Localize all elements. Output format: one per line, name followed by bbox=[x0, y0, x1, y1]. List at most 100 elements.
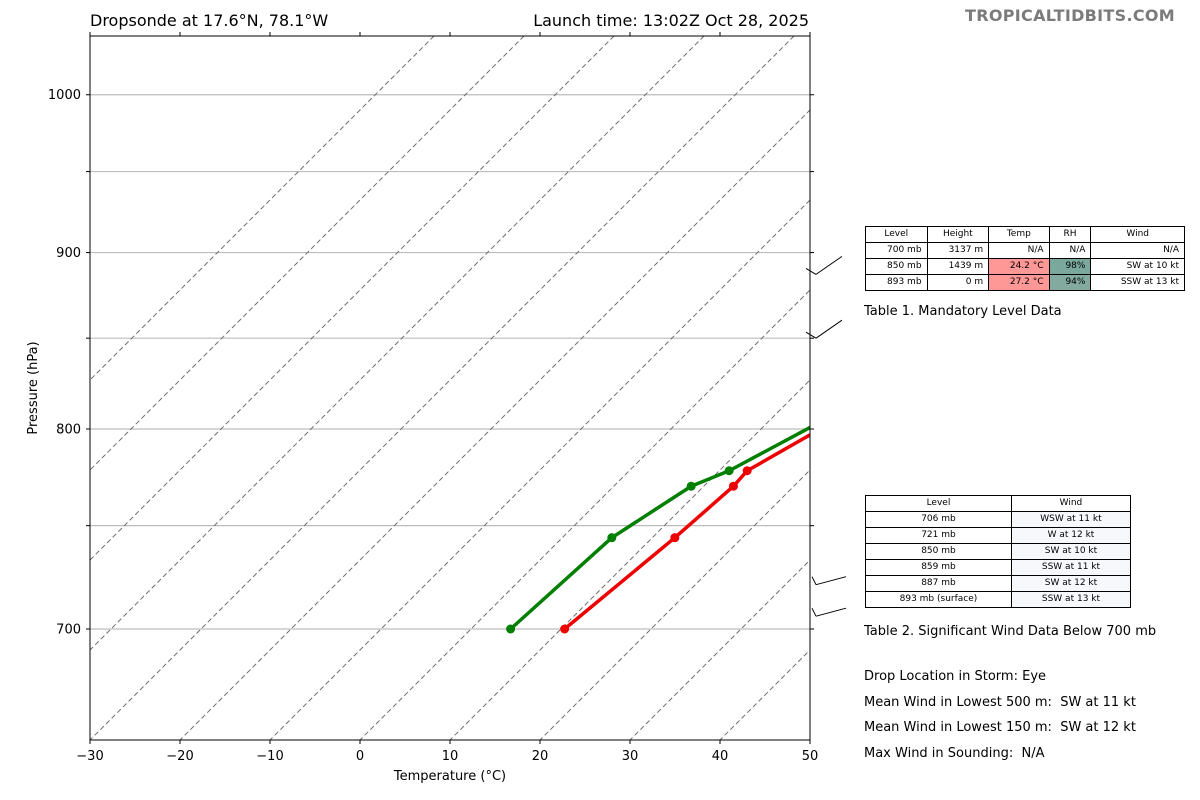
isotherm-line bbox=[269, 199, 810, 740]
temperature-point bbox=[728, 481, 738, 491]
table-header-cell: Wind bbox=[1090, 226, 1185, 243]
rh-cell: 98% bbox=[1048, 258, 1092, 275]
level-cell: 850 mb bbox=[865, 258, 928, 275]
wind-barb bbox=[811, 607, 847, 617]
mandatory-level-table: Level Height Temp RH Wind 700 mb 3137 m N/A N/A N… bbox=[865, 226, 1185, 291]
wind-cell: SW at 12 kt bbox=[1010, 575, 1132, 592]
temperature-point bbox=[742, 466, 752, 476]
table-header-cell: Level bbox=[865, 495, 1012, 512]
barb-flag bbox=[805, 267, 817, 275]
mean-wind-500m-text: Mean Wind in Lowest 500 m: SW at 11 kt bbox=[864, 694, 1136, 710]
x-tick-label: −10 bbox=[256, 749, 283, 764]
isotherm-line bbox=[359, 289, 810, 740]
isotherm-line bbox=[90, 36, 615, 561]
height-cell: 0 m bbox=[926, 274, 990, 291]
isotherm-line bbox=[539, 469, 810, 740]
y-tick-label: 1000 bbox=[48, 88, 81, 103]
barb-flag bbox=[811, 607, 817, 617]
table-header-cell: Level bbox=[865, 226, 928, 243]
temperature-point bbox=[670, 533, 680, 543]
x-axis-label: Temperature (°C) bbox=[393, 769, 506, 784]
x-tick-label: 0 bbox=[356, 749, 364, 764]
isotherm-lines bbox=[90, 36, 810, 740]
dewpoint-point bbox=[686, 481, 696, 491]
wind-barbs bbox=[805, 255, 847, 617]
x-tick-label: 50 bbox=[802, 749, 819, 764]
table-row: 700 mb 3137 m N/A N/A N/A bbox=[865, 242, 1185, 259]
wind-cell: SSW at 11 kt bbox=[1010, 559, 1132, 576]
y-tick-label: 800 bbox=[56, 422, 81, 437]
profile-series bbox=[506, 425, 810, 634]
isotherm-line bbox=[449, 379, 810, 740]
wind-cell: SW at 10 kt bbox=[1090, 258, 1185, 275]
height-cell: 1439 m bbox=[926, 258, 990, 275]
level-cell: 859 mb bbox=[865, 559, 1012, 576]
height-cell: 3137 m bbox=[926, 242, 990, 259]
isotherm-line bbox=[719, 649, 810, 740]
temp-cell: N/A bbox=[988, 242, 1050, 259]
isotherm-line bbox=[629, 559, 810, 740]
wind-barb bbox=[805, 255, 843, 275]
y-tick-label: 700 bbox=[56, 622, 81, 637]
table-row: 850 mb SW at 10 kt bbox=[865, 543, 1132, 560]
barb-staff bbox=[815, 576, 847, 586]
barb-staff bbox=[815, 255, 843, 275]
site-watermark: TROPICALTIDBITS.COM bbox=[965, 6, 1175, 25]
mean-wind-150m-text: Mean Wind in Lowest 150 m: SW at 12 kt bbox=[864, 720, 1136, 735]
table-row: 887 mb SW at 12 kt bbox=[865, 575, 1132, 592]
barb-flag bbox=[805, 331, 817, 339]
skewt-chart: −30 −20 −10 0 10 20 30 40 50 700 800 900 1000 Temper… bbox=[26, 32, 847, 784]
wind-cell: SSW at 13 kt bbox=[1010, 591, 1132, 608]
dewpoint-point bbox=[506, 624, 516, 634]
wind-barb bbox=[811, 576, 847, 586]
barb-flag bbox=[811, 576, 817, 585]
level-cell: 850 mb bbox=[865, 543, 1012, 560]
level-cell: 706 mb bbox=[865, 511, 1012, 528]
temp-cell: 24.2 °C bbox=[988, 258, 1050, 275]
barb-staff bbox=[815, 319, 843, 339]
table-row: 893 mb 0 m 27.2 °C 94% SSW at 13 kt bbox=[865, 274, 1185, 291]
significant-wind-table: Level Wind 706 mb WSW at 11 kt 721 mb W at 12… bbox=[865, 495, 1132, 608]
drop-location-text: Drop Location in Storm: Eye bbox=[864, 669, 1047, 684]
level-cell: 721 mb bbox=[865, 527, 1012, 544]
table-header-cell: RH bbox=[1048, 226, 1092, 243]
dewpoint-point bbox=[724, 466, 734, 476]
table-header-cell: Temp bbox=[988, 226, 1050, 243]
wind-barb bbox=[805, 319, 843, 339]
x-tick-label: −30 bbox=[76, 749, 103, 764]
isotherm-line bbox=[90, 36, 525, 471]
wind-cell: SSW at 13 kt bbox=[1090, 274, 1185, 291]
y-axis-label: Pressure (hPa) bbox=[26, 341, 41, 434]
x-tick-label: 10 bbox=[442, 749, 459, 764]
table2-caption: Table 2. Significant Wind Data Below 700… bbox=[864, 624, 1157, 639]
wind-cell: N/A bbox=[1090, 242, 1185, 259]
table-row: 859 mb SSW at 11 kt bbox=[865, 559, 1132, 576]
plot-frame bbox=[89, 35, 811, 741]
table-header-row: Level Height Temp RH Wind bbox=[865, 226, 1185, 243]
temperature-point bbox=[560, 624, 570, 634]
table-row: 850 mb 1439 m 24.2 °C 98% SW at 10 kt bbox=[865, 258, 1185, 275]
rh-cell: 94% bbox=[1048, 274, 1092, 291]
isotherm-line bbox=[90, 36, 795, 740]
table-row: 706 mb WSW at 11 kt bbox=[865, 511, 1132, 528]
x-tick-label: 30 bbox=[622, 749, 639, 764]
temperature-line bbox=[563, 432, 810, 631]
level-cell: 700 mb bbox=[865, 242, 928, 259]
dewpoint-line bbox=[509, 425, 810, 631]
level-cell: 893 mb bbox=[865, 274, 928, 291]
barb-staff bbox=[815, 607, 847, 617]
launch-time-title: Launch time: 13:02Z Oct 28, 2025 bbox=[533, 11, 809, 30]
pressure-gridlines bbox=[90, 94, 810, 630]
sounding-title: Dropsonde at 17.6°N, 78.1°W bbox=[90, 11, 329, 30]
axis-ticks: −30 −20 −10 0 10 20 30 40 50 700 800 900 1000 bbox=[48, 32, 818, 764]
isotherm-line bbox=[809, 739, 810, 740]
max-wind-text: Max Wind in Sounding: N/A bbox=[864, 745, 1045, 761]
rh-cell: N/A bbox=[1048, 242, 1092, 259]
storm-summary: Drop Location in Storm: Eye Mean Wind in… bbox=[864, 664, 1136, 766]
dewpoint-point bbox=[607, 533, 617, 543]
y-tick-label: 900 bbox=[56, 246, 81, 261]
table-row: 721 mb W at 12 kt bbox=[865, 527, 1132, 544]
table-header-cell: Wind bbox=[1010, 495, 1132, 512]
table-header-cell: Height bbox=[926, 226, 990, 243]
level-cell: 893 mb (surface) bbox=[865, 591, 1012, 608]
